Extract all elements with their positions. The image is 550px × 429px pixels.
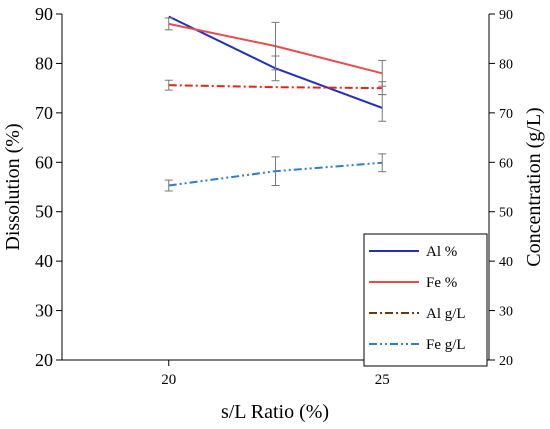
right-y-ticks: 20 30 40 50 60 70 80 90 [489, 8, 513, 369]
left-y-tick-label: 60 [35, 152, 53, 172]
right-y-tick-label: 30 [499, 305, 513, 320]
right-y-tick-label: 90 [499, 8, 513, 23]
series-al-g-l [164, 79, 387, 96]
right-y-tick-label: 20 [499, 354, 513, 369]
left-y-tick-label: 70 [35, 103, 53, 123]
x-tick-label: 20 [161, 372, 176, 388]
series-al [168, 15, 387, 122]
left-y-tick-label: 80 [35, 53, 53, 73]
left-y-axis-title: Dissolution (%) [2, 123, 24, 250]
legend-label: Fe g/L [426, 337, 466, 353]
legend-label: Al % [426, 244, 457, 260]
left-y-tick-label: 90 [35, 4, 53, 24]
x-tick-label: 25 [375, 372, 390, 388]
series-layer [164, 15, 387, 192]
right-y-tick-label: 70 [499, 107, 513, 122]
left-y-tick-label: 30 [35, 301, 53, 321]
right-y-tick-label: 40 [499, 255, 513, 270]
left-y-tick-label: 50 [35, 202, 53, 222]
legend-label: Fe % [426, 275, 457, 291]
right-y-tick-label: 80 [499, 57, 513, 72]
legend: Al % Fe % Al g/L Fe g/L [363, 233, 488, 367]
left-y-ticks: 20 30 40 50 60 70 80 90 [35, 4, 62, 370]
series-line-al-g-l [168, 84, 383, 90]
legend-box [363, 233, 488, 367]
left-y-tick-label: 40 [35, 251, 53, 271]
left-y-tick-label: 20 [35, 350, 53, 370]
legend-label: Al g/L [426, 306, 466, 322]
right-y-tick-label: 60 [499, 156, 513, 171]
right-y-tick-label: 50 [499, 206, 513, 221]
x-ticks: 20 25 [161, 360, 390, 388]
x-axis-title: s/L Ratio (%) [221, 401, 329, 423]
series-fe-g-l [164, 153, 387, 192]
right-y-axis-title: Concentration (g/L) [523, 107, 545, 266]
